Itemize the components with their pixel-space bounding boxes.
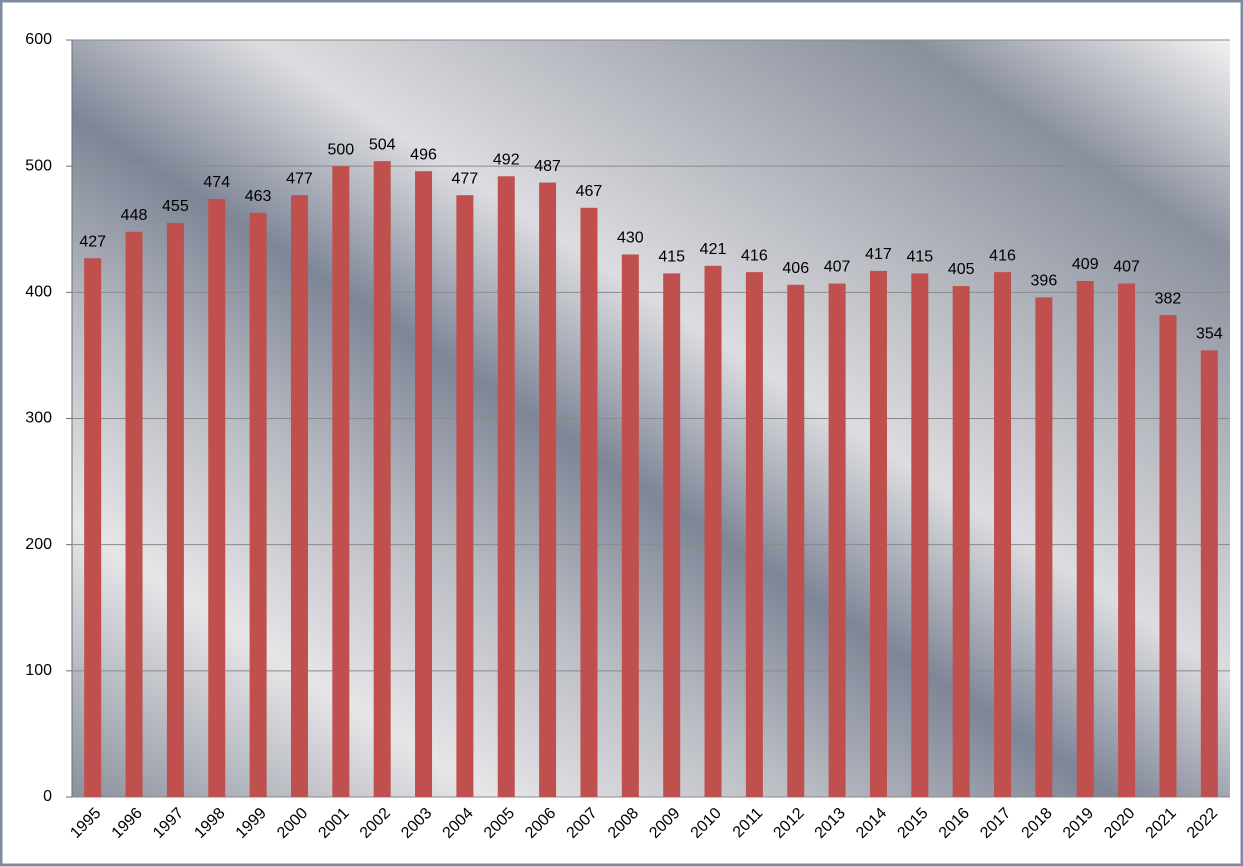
bar <box>663 273 681 797</box>
bar <box>1076 280 1094 797</box>
bar <box>704 265 722 797</box>
data-label: 421 <box>700 241 727 258</box>
bar <box>621 254 639 797</box>
bar <box>456 195 474 797</box>
y-tick-label: 400 <box>25 284 52 301</box>
bar <box>1159 315 1177 797</box>
data-label: 500 <box>327 141 354 158</box>
y-tick-label: 0 <box>43 788 52 805</box>
bar <box>290 195 308 797</box>
data-label: 396 <box>1031 273 1058 290</box>
y-tick-label: 500 <box>25 157 52 174</box>
data-label: 354 <box>1196 326 1223 343</box>
data-label: 474 <box>203 174 230 191</box>
bar <box>84 258 102 798</box>
data-label: 427 <box>79 233 106 250</box>
data-label: 416 <box>989 247 1016 264</box>
bar <box>249 212 267 797</box>
bar <box>828 283 846 797</box>
y-tick-label: 200 <box>25 536 52 553</box>
data-label: 406 <box>782 260 809 277</box>
data-label: 407 <box>1113 259 1140 276</box>
bar <box>332 166 350 797</box>
y-tick-label: 600 <box>25 31 52 48</box>
data-label: 492 <box>493 151 520 168</box>
data-label: 415 <box>906 249 933 266</box>
data-label: 477 <box>286 170 313 187</box>
bar <box>1035 297 1053 797</box>
data-label: 417 <box>865 246 892 263</box>
bar <box>373 161 391 797</box>
bar <box>1118 283 1136 797</box>
data-label: 477 <box>452 170 479 187</box>
bar <box>580 207 598 798</box>
bar <box>166 222 184 798</box>
bar <box>497 176 515 797</box>
y-tick-label: 100 <box>25 662 52 679</box>
data-label: 415 <box>658 249 685 266</box>
bar <box>1200 350 1218 797</box>
bar <box>415 171 433 798</box>
data-label: 405 <box>948 261 975 278</box>
data-label: 409 <box>1072 256 1099 273</box>
data-label: 487 <box>534 158 561 175</box>
bar <box>994 272 1012 797</box>
data-label: 463 <box>245 188 272 205</box>
data-label: 467 <box>576 183 603 200</box>
data-label: 430 <box>617 230 644 247</box>
data-label: 496 <box>410 146 437 163</box>
bar <box>952 286 970 797</box>
data-label: 448 <box>121 207 148 224</box>
bar <box>125 231 143 798</box>
bar <box>539 182 557 797</box>
bar <box>745 272 763 797</box>
bar <box>208 198 226 798</box>
bar <box>787 284 805 798</box>
data-label: 455 <box>162 198 189 215</box>
data-label: 382 <box>1155 290 1182 307</box>
y-tick-label: 300 <box>25 410 52 427</box>
data-label: 416 <box>741 247 768 264</box>
bar <box>911 273 929 797</box>
data-label: 407 <box>824 259 851 276</box>
data-label: 504 <box>369 136 396 153</box>
bar <box>869 270 887 797</box>
